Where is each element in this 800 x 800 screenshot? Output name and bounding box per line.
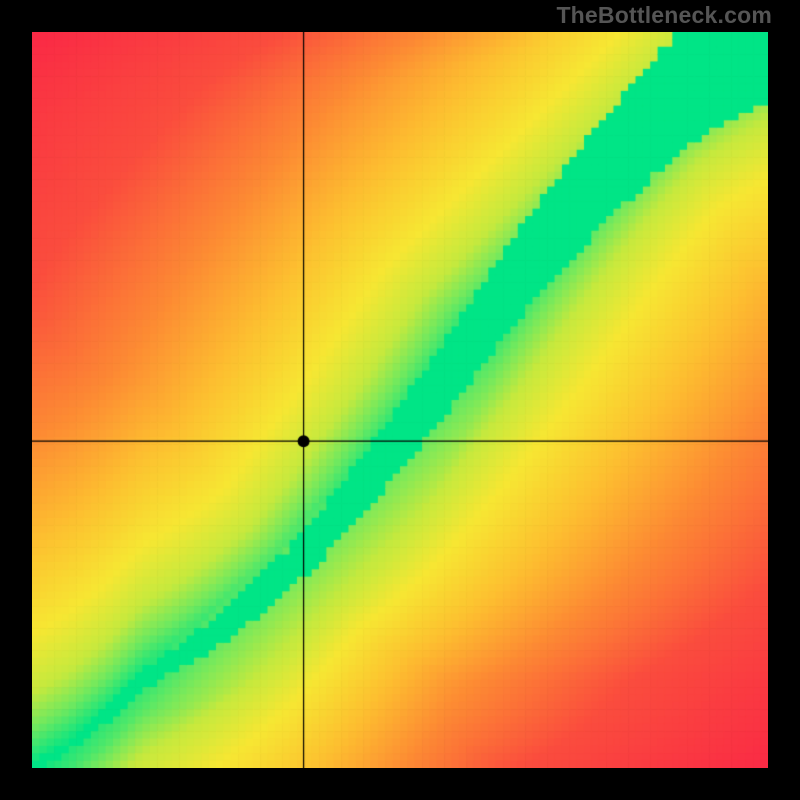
figure-container: TheBottleneck.com bbox=[0, 0, 800, 800]
heatmap-canvas bbox=[32, 32, 768, 768]
watermark-text: TheBottleneck.com bbox=[556, 2, 772, 29]
